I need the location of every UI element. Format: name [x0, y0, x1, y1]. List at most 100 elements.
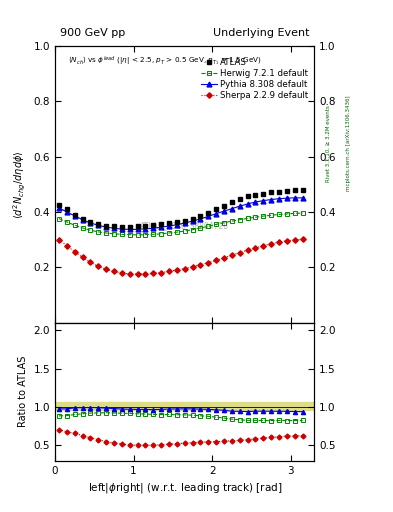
Sherpa 2.2.9 default [261, 243, 266, 249]
ATLAS [261, 190, 266, 197]
Line: ATLAS: ATLAS [57, 187, 305, 229]
Sherpa 2.2.9 default [119, 270, 124, 276]
Herwig 7.2.1 default [151, 231, 156, 238]
Pythia 8.308 default [119, 226, 124, 232]
Herwig 7.2.1 default [269, 212, 274, 218]
ATLAS [277, 188, 281, 195]
Sherpa 2.2.9 default [182, 266, 187, 272]
ATLAS [182, 218, 187, 224]
Herwig 7.2.1 default [198, 225, 203, 231]
Pythia 8.308 default [57, 205, 61, 211]
Herwig 7.2.1 default [245, 215, 250, 221]
Y-axis label: $\langle d^2 N_{chg}/d\eta d\phi \rangle$: $\langle d^2 N_{chg}/d\eta d\phi \rangle… [12, 150, 28, 219]
Text: Underlying Event: Underlying Event [213, 28, 309, 38]
Pythia 8.308 default [292, 195, 297, 201]
Pythia 8.308 default [64, 209, 69, 215]
Pythia 8.308 default [198, 216, 203, 222]
Herwig 7.2.1 default [292, 210, 297, 217]
Sherpa 2.2.9 default [206, 260, 211, 266]
ATLAS [96, 221, 101, 227]
ATLAS [174, 219, 179, 225]
Herwig 7.2.1 default [285, 211, 289, 217]
Pythia 8.308 default [261, 198, 266, 204]
Herwig 7.2.1 default [112, 231, 116, 237]
Sherpa 2.2.9 default [151, 270, 156, 276]
Pythia 8.308 default [253, 199, 258, 205]
ATLAS [230, 199, 234, 205]
Sherpa 2.2.9 default [222, 255, 226, 261]
ATLAS [269, 189, 274, 196]
ATLAS [104, 223, 108, 229]
Herwig 7.2.1 default [214, 221, 219, 227]
Line: Sherpa 2.2.9 default: Sherpa 2.2.9 default [57, 238, 305, 276]
Text: 900 GeV pp: 900 GeV pp [60, 28, 125, 38]
Herwig 7.2.1 default [104, 230, 108, 236]
Sherpa 2.2.9 default [72, 249, 77, 255]
Sherpa 2.2.9 default [198, 262, 203, 268]
ATLAS [57, 202, 61, 208]
Sherpa 2.2.9 default [80, 254, 85, 261]
Pythia 8.308 default [245, 201, 250, 207]
Y-axis label: Ratio to ATLAS: Ratio to ATLAS [18, 356, 28, 428]
Sherpa 2.2.9 default [292, 237, 297, 243]
Text: Rivet 3.1.10, ≥ 3.2M events: Rivet 3.1.10, ≥ 3.2M events [326, 105, 331, 182]
Herwig 7.2.1 default [80, 225, 85, 231]
Sherpa 2.2.9 default [127, 271, 132, 277]
Herwig 7.2.1 default [230, 218, 234, 224]
Pythia 8.308 default [230, 206, 234, 212]
ATLAS [245, 194, 250, 200]
ATLAS [64, 206, 69, 212]
Pythia 8.308 default [182, 220, 187, 226]
Sherpa 2.2.9 default [143, 271, 148, 277]
Bar [55, 402, 314, 410]
Pythia 8.308 default [112, 225, 116, 231]
Herwig 7.2.1 default [143, 231, 148, 238]
Pythia 8.308 default [143, 226, 148, 232]
Sherpa 2.2.9 default [245, 247, 250, 253]
Herwig 7.2.1 default [96, 229, 101, 235]
ATLAS [143, 223, 148, 229]
ATLAS [222, 203, 226, 209]
Text: $\langle N_{ch}\rangle$ vs $\phi^{lead}$ ($|\eta|$ < 2.5, $p_T$ > 0.5 GeV, $p_{T: $\langle N_{ch}\rangle$ vs $\phi^{lead}$… [68, 54, 262, 68]
Herwig 7.2.1 default [119, 231, 124, 238]
ATLAS [135, 223, 140, 229]
Line: Herwig 7.2.1 default: Herwig 7.2.1 default [57, 210, 305, 238]
Sherpa 2.2.9 default [112, 268, 116, 274]
Sherpa 2.2.9 default [174, 267, 179, 273]
Herwig 7.2.1 default [135, 232, 140, 238]
Herwig 7.2.1 default [253, 214, 258, 220]
ATLAS [253, 192, 258, 198]
Sherpa 2.2.9 default [96, 263, 101, 269]
Sherpa 2.2.9 default [253, 245, 258, 251]
Sherpa 2.2.9 default [159, 269, 163, 275]
ATLAS [151, 222, 156, 228]
Sherpa 2.2.9 default [277, 239, 281, 245]
Sherpa 2.2.9 default [285, 238, 289, 244]
Herwig 7.2.1 default [261, 213, 266, 219]
ATLAS [80, 216, 85, 222]
Pythia 8.308 default [96, 222, 101, 228]
ATLAS [300, 187, 305, 193]
Herwig 7.2.1 default [222, 220, 226, 226]
Pythia 8.308 default [285, 195, 289, 201]
Herwig 7.2.1 default [159, 231, 163, 237]
ATLAS [127, 224, 132, 230]
Pythia 8.308 default [277, 196, 281, 202]
Sherpa 2.2.9 default [57, 237, 61, 243]
Pythia 8.308 default [72, 213, 77, 219]
Legend: ATLAS, Herwig 7.2.1 default, Pythia 8.308 default, Sherpa 2.2.9 default: ATLAS, Herwig 7.2.1 default, Pythia 8.30… [200, 56, 310, 102]
Herwig 7.2.1 default [64, 219, 69, 225]
Herwig 7.2.1 default [57, 216, 61, 222]
Pythia 8.308 default [151, 225, 156, 231]
Pythia 8.308 default [269, 197, 274, 203]
ATLAS [159, 221, 163, 227]
Herwig 7.2.1 default [174, 229, 179, 235]
Pythia 8.308 default [159, 224, 163, 230]
Pythia 8.308 default [167, 223, 171, 229]
ATLAS [167, 220, 171, 226]
ATLAS [88, 220, 93, 226]
ATLAS [198, 213, 203, 219]
Herwig 7.2.1 default [237, 217, 242, 223]
Herwig 7.2.1 default [300, 210, 305, 216]
Herwig 7.2.1 default [206, 223, 211, 229]
